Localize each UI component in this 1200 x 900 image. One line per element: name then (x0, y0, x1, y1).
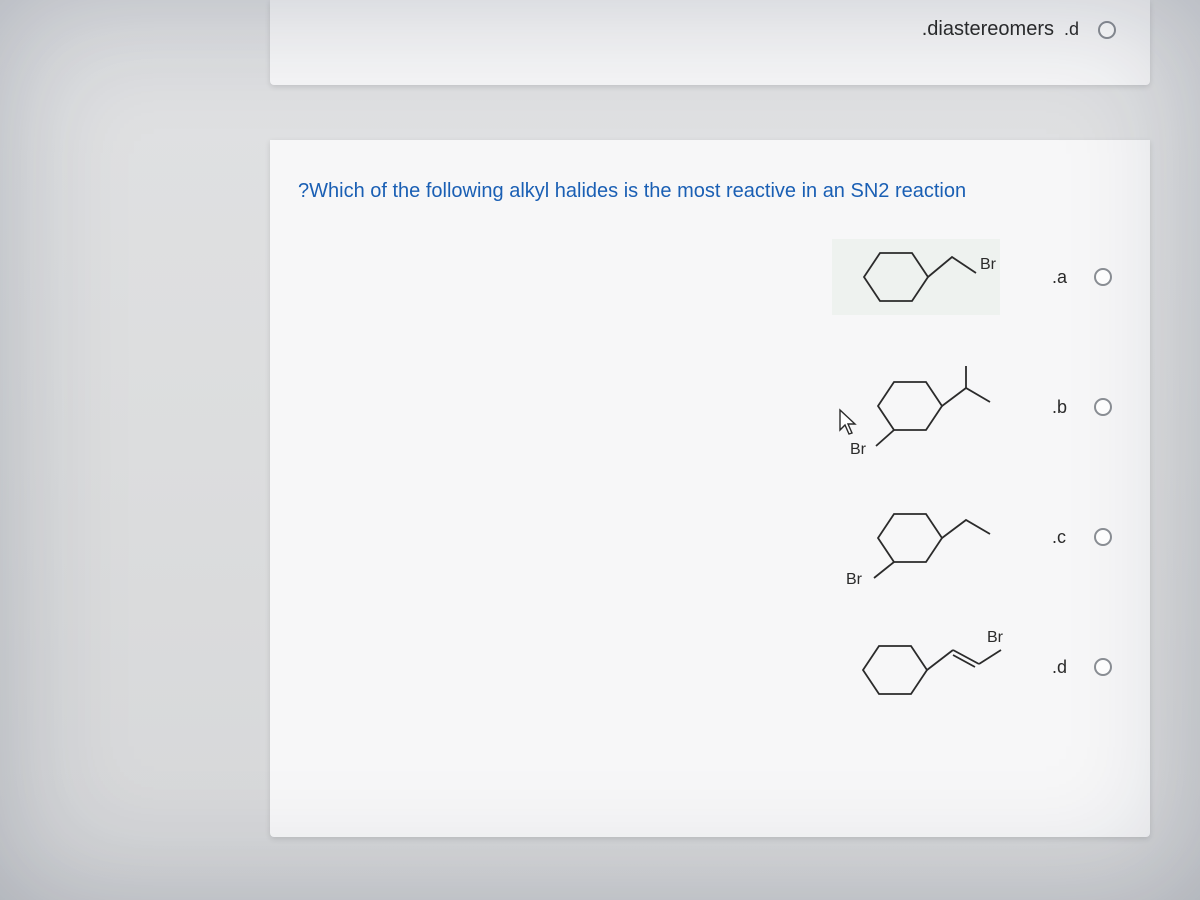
question-text: ?Which of the following alkyl halides is… (298, 168, 1122, 227)
option-label-d: .d (1052, 657, 1076, 678)
molecule-b: Br (824, 357, 1034, 457)
option-row-d: Br .d (298, 617, 1112, 717)
molecule-a: Br (824, 227, 1034, 327)
molecule-c-ring (878, 514, 942, 562)
molecule-d-chain (927, 650, 1001, 670)
molecule-c-br-bond (874, 562, 894, 578)
molecule-d-br-label: Br (987, 629, 1004, 646)
previous-question-card: .diastereomers .d (270, 0, 1150, 85)
option-row-c: Br .c (298, 487, 1112, 587)
option-radio-a[interactable] (1094, 268, 1112, 286)
option-row-b: Br .b (298, 357, 1112, 457)
option-radio-c[interactable] (1094, 528, 1112, 546)
prev-option-label: .d (1064, 19, 1088, 40)
option-label-a: .a (1052, 267, 1076, 288)
molecule-d-ring (863, 646, 927, 694)
prev-option-radio-d[interactable] (1098, 21, 1116, 39)
molecule-a-highlight (832, 239, 1000, 315)
option-row-a: Br .a (298, 227, 1112, 327)
molecule-c-br-label: Br (846, 571, 863, 588)
prev-option-text: .diastereomers (922, 18, 1054, 41)
molecule-d: Br (824, 617, 1034, 717)
molecule-b-chain (942, 366, 990, 406)
option-label-c: .c (1052, 527, 1076, 548)
options-list: Br .a (298, 227, 1122, 717)
molecule-b-br-label: Br (850, 441, 867, 458)
option-radio-d[interactable] (1094, 658, 1112, 676)
molecule-a-br-label: Br (980, 256, 997, 273)
option-radio-b[interactable] (1094, 398, 1112, 416)
prev-option-row-d: .diastereomers .d (298, 6, 1122, 67)
question-card: ?Which of the following alkyl halides is… (270, 140, 1150, 837)
option-label-b: .b (1052, 397, 1076, 418)
molecule-b-ring (878, 382, 942, 430)
molecule-b-br-bond (876, 430, 894, 446)
molecule-c-chain (942, 520, 990, 538)
molecule-c: Br (824, 487, 1034, 587)
